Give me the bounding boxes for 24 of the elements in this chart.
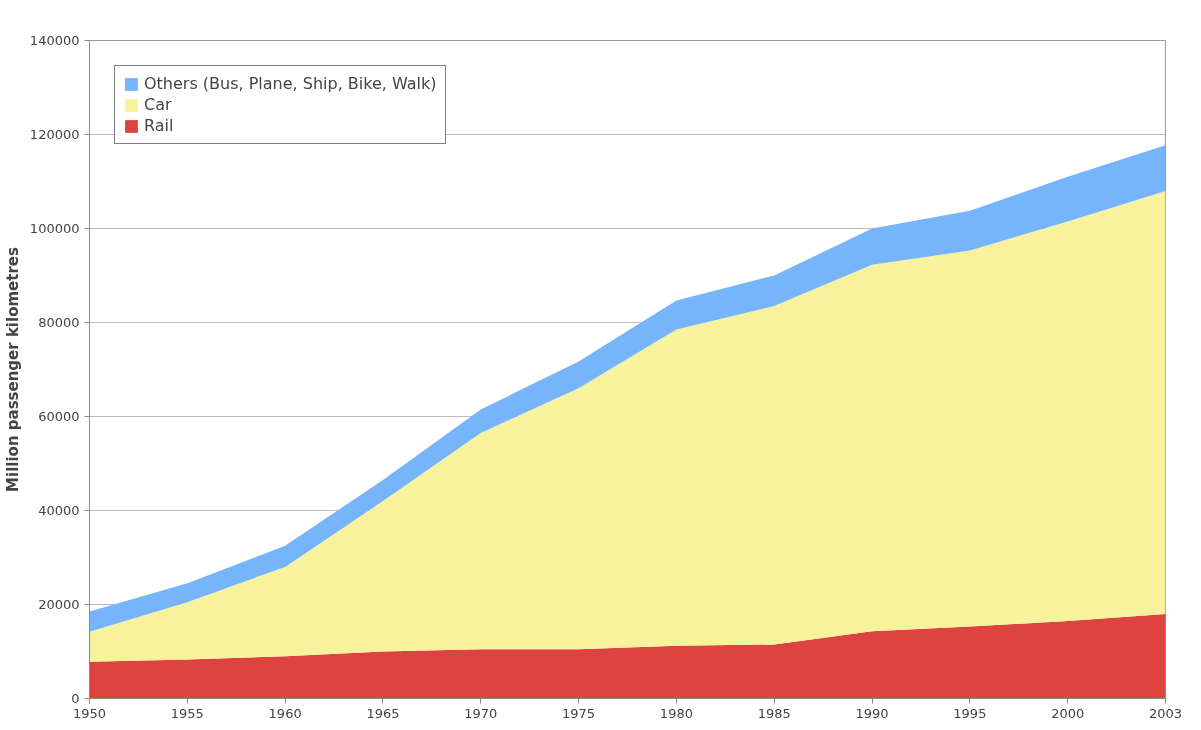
y-tick-label: 60000 — [38, 409, 80, 424]
x-tick-label: 1960 — [268, 705, 302, 721]
y-axis-title: Million passenger kilometres — [3, 247, 22, 492]
x-tick-label: 1980 — [659, 705, 693, 721]
y-tick-label: 120000 — [29, 127, 80, 142]
y-tick-label: 40000 — [38, 503, 80, 518]
x-tick-label: 1990 — [855, 705, 889, 721]
legend-label: Car — [144, 95, 172, 114]
y-tick-label: 0 — [71, 691, 80, 706]
x-tick-label: 2003 — [1148, 705, 1183, 721]
x-tick-label: 1995 — [953, 705, 987, 721]
legend-label: Others (Bus, Plane, Ship, Bike, Walk) — [144, 74, 437, 93]
y-tick-label: 80000 — [38, 315, 80, 330]
y-tick-label: 20000 — [38, 597, 80, 612]
x-tick-label: 1965 — [366, 705, 400, 721]
y-tick-label: 100000 — [29, 221, 80, 236]
x-tick-label: 1985 — [757, 705, 791, 721]
x-tick-label: 2000 — [1051, 705, 1085, 721]
x-tick-label: 1975 — [562, 705, 596, 721]
legend-label: Rail — [144, 116, 174, 135]
x-tick-label: 1955 — [170, 705, 204, 721]
x-tick-label: 1970 — [464, 705, 498, 721]
x-tick-label: 1950 — [72, 705, 107, 721]
y-tick-label: 140000 — [29, 33, 80, 48]
